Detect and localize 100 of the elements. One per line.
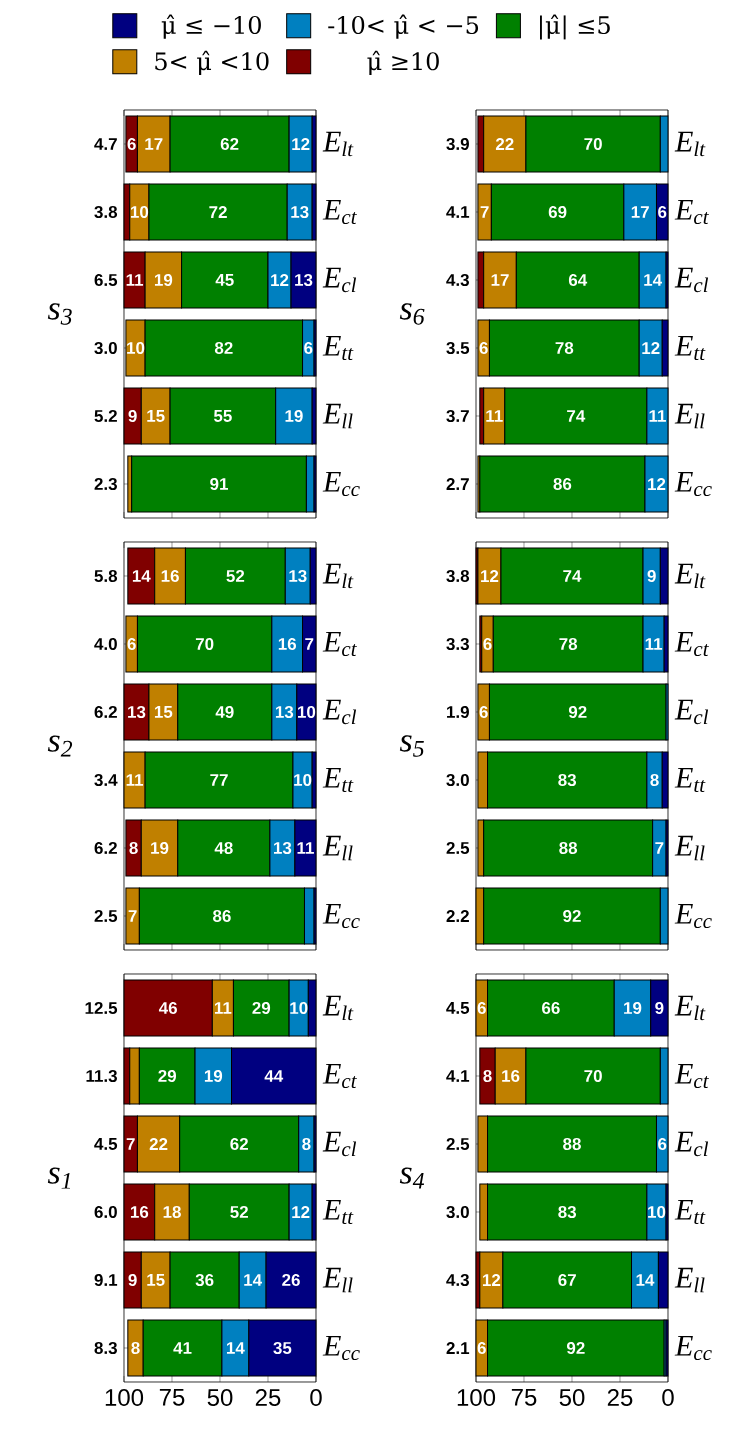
data-label: 16 xyxy=(130,1205,149,1219)
y-tick-label: E$_{cc}$ xyxy=(674,1335,712,1361)
y-tick-label: E$_{cl}$ xyxy=(322,267,357,293)
text: 2.2 xyxy=(446,910,469,922)
data-label: 48 xyxy=(214,841,233,854)
data-label: 19 xyxy=(624,1001,642,1015)
data-label: 14 xyxy=(226,1342,245,1354)
data-label: 52 xyxy=(226,569,245,583)
text: 1.9 xyxy=(447,705,469,718)
data-label: 16 xyxy=(502,1069,520,1083)
x-tick-label: 25 xyxy=(607,1389,633,1407)
data-label: 74 xyxy=(563,570,582,582)
data-label: 7 xyxy=(480,206,489,218)
text: 2.5 xyxy=(446,1137,470,1151)
data-label: 14 xyxy=(244,1274,263,1286)
x-tick-label: 0 xyxy=(310,1389,322,1407)
text: 4.0 xyxy=(94,637,117,651)
y-tick-label: E$_{ll}$ xyxy=(674,403,705,429)
y-tick-label: E$_{cc}$ xyxy=(322,903,360,929)
text: 3.5 xyxy=(446,341,470,355)
data-label: 36 xyxy=(195,1273,214,1287)
text: 3.4 xyxy=(94,773,118,787)
data-label: 11 xyxy=(214,1002,232,1014)
legend-label: -10< μ̂ < −5 xyxy=(328,14,479,39)
text: 11.3 xyxy=(86,1069,117,1083)
data-label: 17 xyxy=(631,206,649,218)
data-label: 91 xyxy=(210,477,228,490)
y-tick-label: E$_{ll}$ xyxy=(322,1267,353,1293)
data-label: 9 xyxy=(655,1001,664,1015)
y-tick-label: E$_{cl}$ xyxy=(674,267,709,293)
data-label: 13 xyxy=(275,705,294,719)
data-label: 6 xyxy=(127,137,136,150)
y-tick-label: E$_{cl}$ xyxy=(322,699,357,725)
y-tick-label: E$_{tt}$ xyxy=(322,1199,354,1225)
y-tick-label: E$_{ll}$ xyxy=(322,403,353,429)
data-label: 8 xyxy=(650,773,659,786)
y-tick-label: E$_{ct}$ xyxy=(322,631,357,657)
text: s$_{1}$ xyxy=(47,1167,71,1189)
y-tick-label: E$_{ll}$ xyxy=(674,835,705,861)
data-label: 82 xyxy=(214,341,233,354)
data-label: 18 xyxy=(163,1205,181,1219)
data-label: 12 xyxy=(292,1206,310,1218)
text: 4.1 xyxy=(446,206,470,218)
text: 3.9 xyxy=(446,137,469,151)
y-tick-label: E$_{ct}$ xyxy=(322,199,357,225)
data-label: 15 xyxy=(147,410,165,422)
data-label: 11 xyxy=(645,638,663,650)
data-label: 16 xyxy=(278,637,297,651)
data-label: 19 xyxy=(154,273,173,286)
text: s$_{6}$ xyxy=(399,303,425,325)
data-label: 19 xyxy=(151,841,169,854)
text: 6.0 xyxy=(94,1205,117,1219)
data-label: 9 xyxy=(128,409,137,422)
y-tick-label: E$_{lt}$ xyxy=(674,563,706,589)
legend-label: μ̂ ≤ −10 xyxy=(161,14,261,39)
data-label: 8 xyxy=(131,1341,140,1354)
data-label: 13 xyxy=(274,841,292,855)
text: s$_{2}$ xyxy=(47,735,73,757)
x-tick-label: 0 xyxy=(662,1389,674,1407)
data-label: 6 xyxy=(477,1341,486,1354)
data-label: 88 xyxy=(563,1137,581,1151)
text: 3.8 xyxy=(446,569,470,583)
data-label: 11 xyxy=(126,274,144,286)
data-label: 13 xyxy=(295,273,313,287)
data-label: 92 xyxy=(563,909,581,922)
y-tick-label: E$_{ll}$ xyxy=(322,835,353,861)
text: 4.7 xyxy=(94,138,117,150)
text: 12.5 xyxy=(85,1001,118,1015)
data-label: 22 xyxy=(149,1138,168,1150)
y-tick-label: E$_{cl}$ xyxy=(322,1131,357,1157)
data-label: 66 xyxy=(542,1001,560,1015)
y-tick-label: E$_{lt}$ xyxy=(674,995,706,1021)
text: 5.8 xyxy=(94,569,118,583)
y-tick-label: E$_{tt}$ xyxy=(674,1199,706,1225)
x-tick-label: 75 xyxy=(511,1389,537,1406)
data-label: 11 xyxy=(649,410,666,422)
data-label: 12 xyxy=(482,1274,501,1286)
data-label: 69 xyxy=(548,205,567,218)
x-tick-label: 50 xyxy=(207,1389,233,1407)
data-label: 29 xyxy=(252,1001,271,1015)
y-tick-label: E$_{tt}$ xyxy=(674,335,706,361)
data-label: 70 xyxy=(584,137,602,150)
data-label: 6 xyxy=(479,705,488,718)
data-label: 74 xyxy=(567,410,586,422)
y-tick-label: E$_{lt}$ xyxy=(322,995,354,1021)
data-label: 8 xyxy=(302,1137,311,1151)
y-tick-label: E$_{tt}$ xyxy=(322,767,354,793)
text: s$_{3}$ xyxy=(47,303,72,325)
data-label: 77 xyxy=(210,774,228,786)
data-label: 11 xyxy=(126,774,144,786)
text: s$_{5}$ xyxy=(399,735,424,757)
data-label: 44 xyxy=(264,1070,284,1082)
y-tick-label: E$_{cc}$ xyxy=(322,471,360,497)
data-label: 6 xyxy=(479,341,488,354)
data-label: 16 xyxy=(161,569,179,583)
text: 5.2 xyxy=(94,409,117,422)
data-label: 12 xyxy=(271,274,289,286)
y-tick-label: E$_{ct}$ xyxy=(674,1063,709,1089)
text: 2.1 xyxy=(446,1342,470,1354)
y-tick-label: E$_{cc}$ xyxy=(322,1335,360,1361)
